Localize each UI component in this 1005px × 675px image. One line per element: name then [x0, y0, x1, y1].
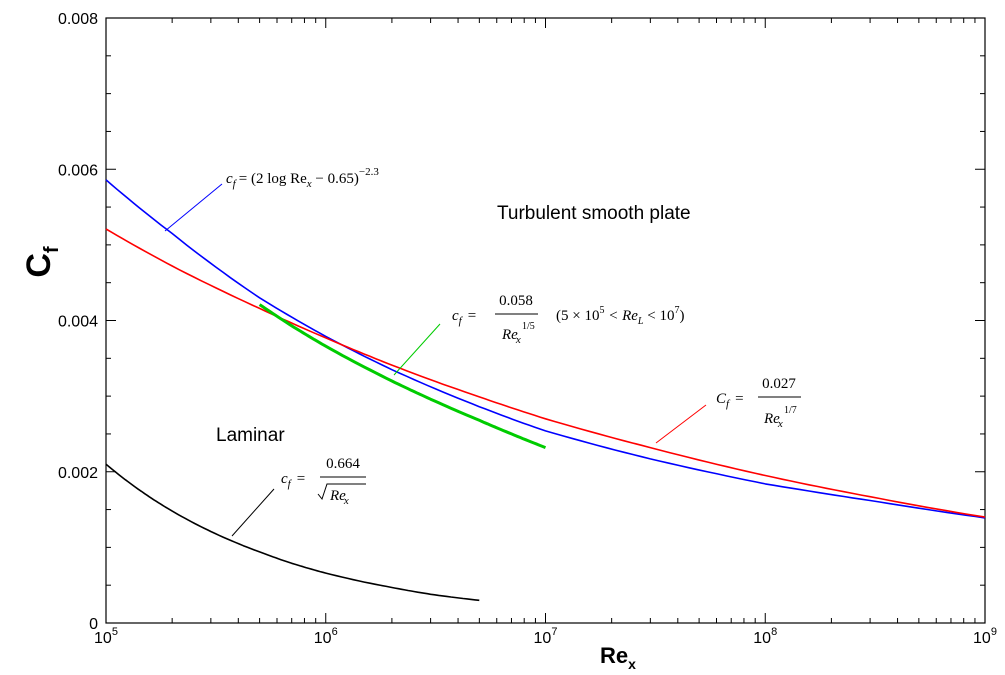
plot-frame [105, 17, 986, 624]
eq-blue-formula: cf = (2 log Rex − 0.65)−2.3 [226, 166, 379, 190]
y-tick-label: 0.006 [58, 162, 98, 179]
axis-ticks: 0 0.002 0.004 0.006 0.008 105 106 107 108 109 [58, 11, 997, 647]
svg-text:0.058: 0.058 [499, 293, 533, 309]
svg-text:cf=: cf = [281, 471, 305, 490]
x-tick-label: 108 [753, 626, 777, 647]
svg-text:Rex: Rex [501, 327, 521, 346]
series-line-2 [258, 303, 547, 449]
leader-line-blue [164, 183, 223, 232]
x-tick-label: 105 [94, 626, 118, 647]
svg-text:1/7: 1/7 [784, 405, 797, 416]
svg-text:Rex: Rex [329, 488, 349, 507]
leader-line-red [655, 404, 707, 444]
svg-text:(5 × 105 < ReL < 107): (5 × 105 < ReL < 107) [556, 305, 684, 327]
eq-red-formula: Cf = 0.027 Rex 1/7 [716, 376, 801, 430]
leader-line-green [393, 323, 441, 376]
x-axis-title: Rex [600, 643, 636, 672]
svg-text:0.664: 0.664 [326, 456, 360, 472]
y-tick-label: 0.004 [58, 314, 98, 331]
svg-text:Rex: Rex [763, 411, 783, 430]
y-axis-title: Cf [20, 246, 63, 278]
svg-text:Cf: Cf [20, 246, 63, 278]
x-tick-label: 107 [534, 626, 558, 647]
svg-text:1/5: 1/5 [522, 321, 535, 332]
x-tick-label: 106 [314, 626, 338, 647]
x-tick-label: 109 [973, 626, 997, 647]
laminar-region-label: Laminar [216, 425, 285, 446]
svg-text:0.027: 0.027 [762, 376, 796, 392]
plot-border [105, 17, 986, 624]
series-line-3 [105, 463, 480, 602]
leader-line-black [231, 488, 275, 537]
eq-black-formula: cf = 0.664 Rex [281, 456, 366, 507]
eq-green-formula: cf = 0.058 Rex 1/5 (5 × 105 < ReL < 107) [452, 293, 684, 346]
y-tick-label: 0.008 [58, 11, 98, 28]
svg-text:cf=: cf = [452, 308, 476, 327]
turbulent-region-label: Turbulent smooth plate [497, 203, 691, 224]
y-tick-label: 0.002 [58, 465, 98, 482]
series-line-1 [105, 228, 986, 518]
y-tick-label: 0 [89, 616, 98, 633]
series-lines [105, 179, 986, 602]
svg-text:Cf=: Cf = [716, 391, 744, 410]
series-line-0 [105, 179, 986, 519]
